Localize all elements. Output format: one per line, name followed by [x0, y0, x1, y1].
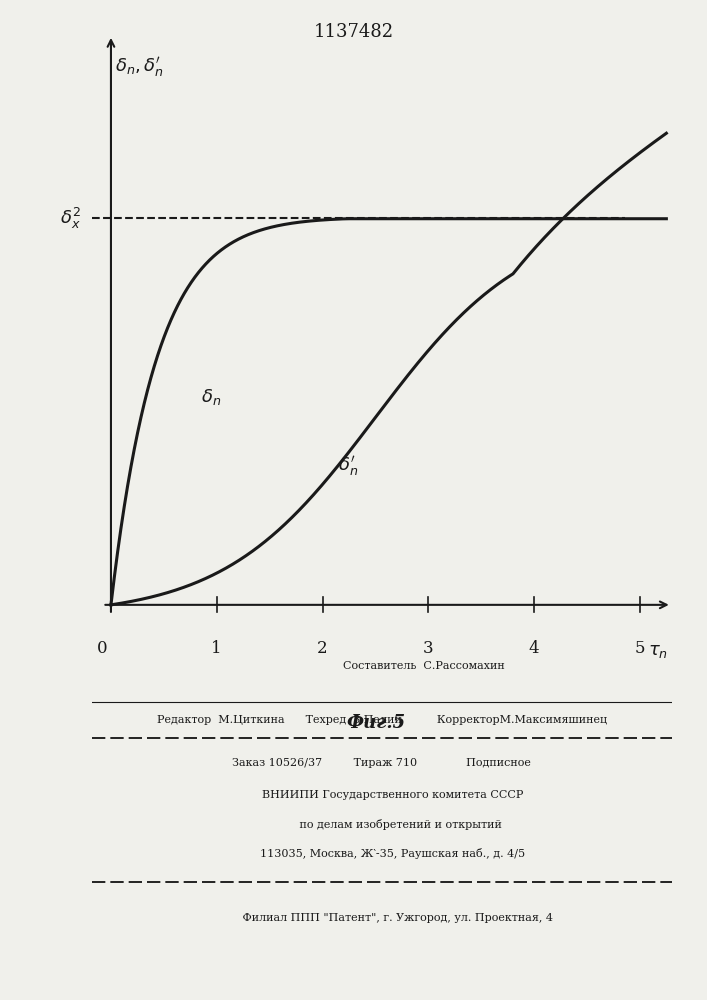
Text: Филиал ППП "Патент", г. Ужгород, ул. Проектная, 4: Филиал ППП "Патент", г. Ужгород, ул. Про… [211, 913, 553, 923]
Text: Заказ 10526/37         Тираж 710              Подписное: Заказ 10526/37 Тираж 710 Подписное [233, 758, 531, 768]
Text: $\delta^2_x$: $\delta^2_x$ [60, 206, 81, 231]
Text: $\delta_n, \delta^\prime_n$: $\delta_n, \delta^\prime_n$ [115, 55, 164, 79]
Text: 1137482: 1137482 [313, 23, 394, 41]
Text: Редактор  М.Циткина      Техред  З.Палий          КорректорМ.Максимяшинец: Редактор М.Циткина Техред З.Палий Коррек… [157, 715, 607, 725]
Text: ВНИИПИ Государственного комитета СССР: ВНИИПИ Государственного комитета СССР [240, 790, 523, 800]
Text: Фиг.5: Фиг.5 [346, 714, 405, 732]
Text: $\delta_n$: $\delta_n$ [201, 387, 221, 407]
Text: 2: 2 [317, 640, 328, 657]
Text: по делам изобретений и открытий: по делам изобретений и открытий [262, 819, 502, 830]
Text: Составитель  С.Рассомахин: Составитель С.Рассомахин [259, 661, 505, 671]
Text: 4: 4 [529, 640, 539, 657]
Text: $\delta^\prime_n$: $\delta^\prime_n$ [339, 454, 358, 478]
Text: 0: 0 [97, 640, 107, 657]
Text: 113035, Москва, Ж‵-35, Раушская наб., д. 4/5: 113035, Москва, Ж‵-35, Раушская наб., д.… [239, 848, 525, 859]
Text: 5: 5 [635, 640, 645, 657]
Text: 1: 1 [211, 640, 222, 657]
Text: $\tau_n$: $\tau_n$ [648, 642, 667, 660]
Text: 3: 3 [423, 640, 433, 657]
